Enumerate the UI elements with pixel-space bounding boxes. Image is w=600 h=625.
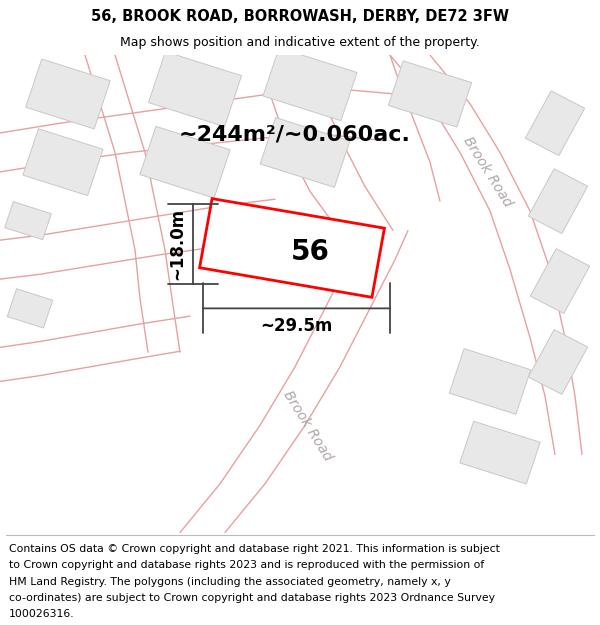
Polygon shape: [460, 421, 540, 484]
Text: Map shows position and indicative extent of the property.: Map shows position and indicative extent…: [120, 36, 480, 49]
Polygon shape: [200, 199, 385, 298]
Text: to Crown copyright and database rights 2023 and is reproduced with the permissio: to Crown copyright and database rights 2…: [9, 560, 484, 570]
Polygon shape: [263, 48, 357, 121]
Text: ~244m²/~0.060ac.: ~244m²/~0.060ac.: [179, 125, 411, 145]
Text: co-ordinates) are subject to Crown copyright and database rights 2023 Ordnance S: co-ordinates) are subject to Crown copyr…: [9, 593, 495, 603]
Text: 56, BROOK ROAD, BORROWASH, DERBY, DE72 3FW: 56, BROOK ROAD, BORROWASH, DERBY, DE72 3…: [91, 9, 509, 24]
Text: 56: 56: [290, 238, 329, 266]
Polygon shape: [5, 202, 52, 239]
Polygon shape: [449, 349, 531, 414]
Polygon shape: [529, 329, 587, 394]
Polygon shape: [7, 289, 53, 328]
Polygon shape: [529, 169, 587, 234]
Polygon shape: [260, 118, 350, 188]
Polygon shape: [526, 91, 584, 156]
Text: ~29.5m: ~29.5m: [260, 317, 332, 335]
Polygon shape: [140, 126, 230, 198]
Text: HM Land Registry. The polygons (including the associated geometry, namely x, y: HM Land Registry. The polygons (includin…: [9, 576, 451, 586]
Polygon shape: [26, 59, 110, 129]
Polygon shape: [388, 61, 472, 127]
Text: Brook Road: Brook Road: [281, 388, 335, 463]
Polygon shape: [23, 129, 103, 196]
Text: Contains OS data © Crown copyright and database right 2021. This information is : Contains OS data © Crown copyright and d…: [9, 544, 500, 554]
Polygon shape: [148, 52, 242, 127]
Text: 100026316.: 100026316.: [9, 609, 74, 619]
Text: Brook Road: Brook Road: [461, 134, 515, 209]
Polygon shape: [530, 249, 590, 313]
Text: ~18.0m: ~18.0m: [168, 208, 186, 280]
